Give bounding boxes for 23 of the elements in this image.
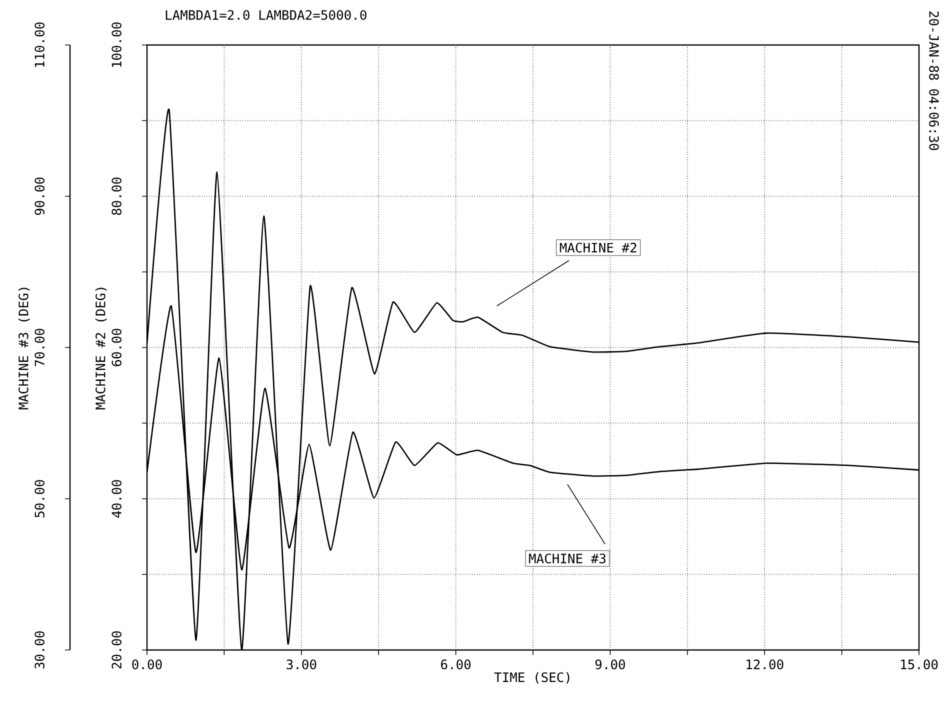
x-tick-label: 3.00 — [286, 660, 316, 670]
x-tick-label: 15.00 — [901, 660, 938, 670]
x-axis-title: TIME (SEC) — [494, 672, 570, 684]
y2-tick-label: 110.00 — [34, 22, 44, 67]
y-tick-label: 100.00 — [112, 22, 122, 67]
text: MACHINE #3 — [529, 554, 606, 564]
y2-tick-label: 50.00 — [34, 480, 44, 518]
chart-title: LAMBDA1=2.0 LAMBDA2=5000.0 — [166, 10, 366, 20]
text: 20-JAN-88 04:06:30 — [929, 11, 939, 150]
y2-tick-label: 90.00 — [34, 178, 44, 215]
y2-axis-title: MACHINE #3 (DEG) — [18, 288, 30, 410]
y-tick-label: 20.00 — [112, 631, 122, 669]
y2-tick-label: 30.00 — [34, 631, 44, 669]
y-tick-label: 80.00 — [112, 178, 122, 215]
y-tick-label: 60.00 — [112, 328, 122, 366]
y-tick-label: 40.00 — [112, 480, 122, 518]
x-tick-label: 12.00 — [746, 660, 784, 670]
y-axis-title: MACHINE #2 (DEG) — [95, 288, 107, 410]
y2-tick-label: 70.00 — [34, 328, 44, 366]
x-tick-label: 0.00 — [132, 660, 162, 670]
text: MACHINE #2 — [560, 242, 636, 253]
x-tick-label: 9.00 — [595, 660, 625, 670]
x-tick-label: 6.00 — [441, 660, 471, 670]
